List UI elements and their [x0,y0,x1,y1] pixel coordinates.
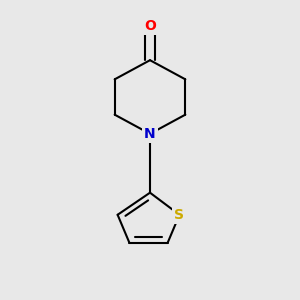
Text: S: S [174,208,184,222]
Text: N: N [144,127,156,141]
Text: O: O [144,19,156,33]
